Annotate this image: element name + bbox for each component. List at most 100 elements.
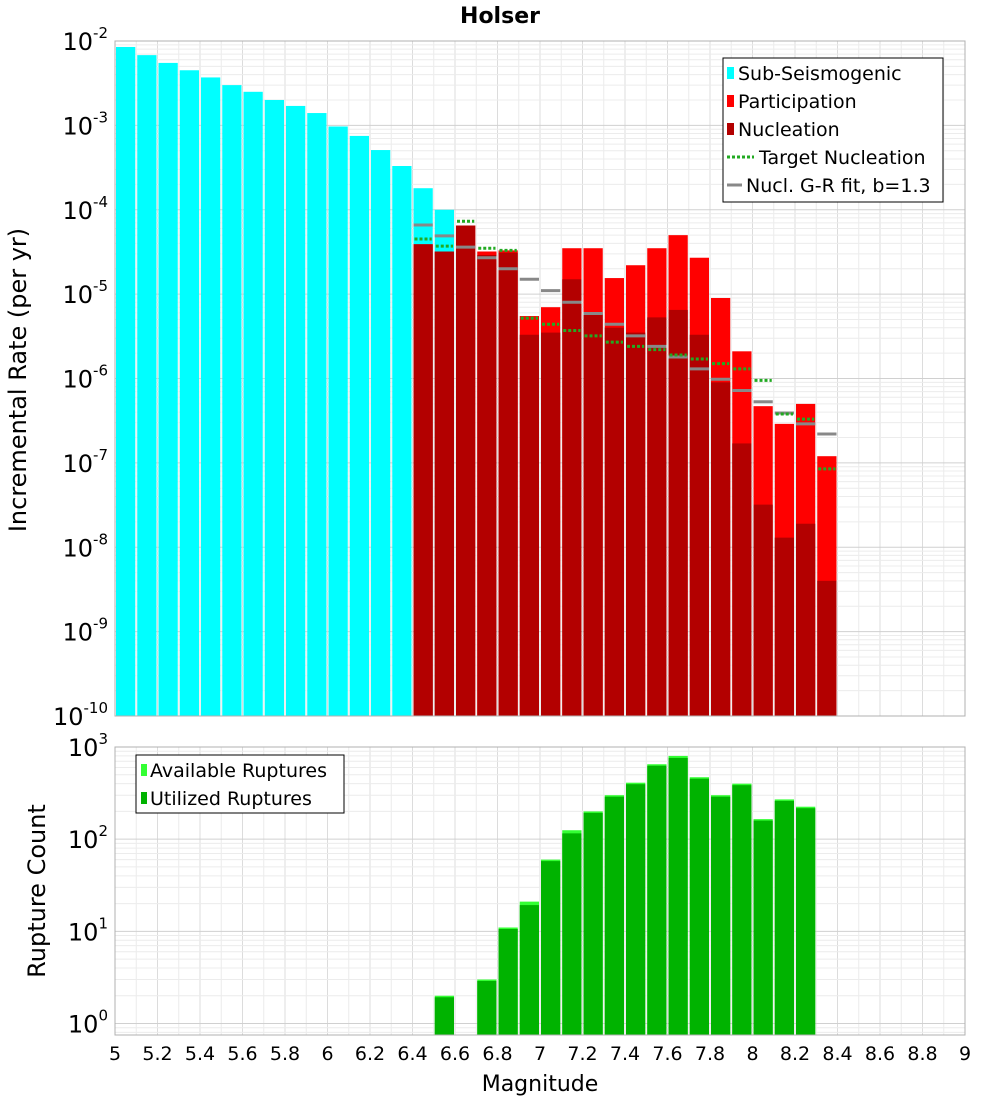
legend-swatch-nucleation [727, 123, 734, 135]
legend-swatch-available-ruptures [141, 764, 147, 776]
bar-utilized-ruptures [562, 833, 582, 1035]
legend-label-gr-fit: Nucl. G-R fit, b=1.3 [746, 175, 931, 197]
bar-nucleation [626, 332, 646, 716]
bar-utilized-ruptures [689, 778, 709, 1035]
x-axis-label: Magnitude [482, 1072, 599, 1097]
legend-label-nucleation: Nucleation [738, 119, 840, 141]
bottom-plot-frame [114, 746, 966, 1036]
x-tick-label: 7.8 [695, 1043, 725, 1065]
legend-label-participation: Participation [738, 91, 857, 113]
x-tick-label: 5.8 [270, 1043, 300, 1065]
bar-sub-seismogenic [264, 99, 284, 717]
y-tick-label: 10-10 [53, 699, 108, 731]
bar-sub-seismogenic [371, 150, 391, 716]
bar-sub-seismogenic [179, 70, 199, 716]
legend-label-sub-seismogenic: Sub-Seismogenic [738, 63, 902, 85]
x-tick-label: 6.4 [397, 1043, 427, 1065]
bar-utilized-ruptures [647, 765, 667, 1035]
bar-sub-seismogenic [137, 55, 157, 716]
x-tick-label: 8.8 [907, 1043, 937, 1065]
bar-nucleation [456, 225, 476, 716]
y-tick-label: 100 [68, 1006, 108, 1038]
top-legend: Sub-Seismogenic Participation Nucleation… [722, 57, 944, 203]
bar-utilized-ruptures [604, 796, 624, 1035]
bar-nucleation [541, 332, 561, 716]
bar-utilized-ruptures [711, 796, 731, 1035]
bar-sub-seismogenic [349, 135, 369, 717]
x-tick-labels: 5 5.2 5.4 5.6 5.8 6 6.2 6.4 6.6 6.8 7 7.2 7.4 7.6 7.8 8… [109, 1043, 971, 1065]
legend-label-utilized-ruptures: Utilized Ruptures [150, 788, 312, 810]
bar-utilized-ruptures [541, 861, 561, 1035]
y-tick-label: 103 [68, 730, 108, 762]
bar-utilized-ruptures [774, 800, 794, 1035]
bar-nucleation [604, 327, 624, 716]
bar-utilized-ruptures [434, 997, 454, 1035]
top-plot-frame [114, 40, 966, 717]
x-tick-label: 7.4 [610, 1043, 640, 1065]
top-y-tick-labels: 10-10 10-9 10-8 10-7 10-6 10-5 10-4 10-3 10-2 [53, 24, 108, 731]
bottom-bars [434, 755, 816, 1035]
bar-utilized-ruptures [796, 808, 816, 1035]
bar-sub-seismogenic [307, 113, 327, 716]
x-tick-label: 8.4 [822, 1043, 852, 1065]
legend-swatch-utilized-ruptures [141, 792, 147, 804]
x-tick-label: 7.6 [652, 1043, 682, 1065]
x-tick-label: 9 [959, 1043, 971, 1065]
x-tick-label: 7 [534, 1043, 546, 1065]
y-tick-label: 10-4 [62, 193, 108, 225]
bar-nucleation [689, 334, 709, 716]
y-tick-label: 10-5 [62, 277, 108, 309]
bar-nucleation [796, 523, 816, 716]
bar-utilized-ruptures [626, 784, 646, 1035]
bar-nucleation [711, 382, 731, 716]
top-lines [413, 219, 837, 471]
bottom-legend: Available Ruptures Utilized Ruptures [135, 754, 345, 814]
chart-title: Holser [460, 4, 540, 29]
bar-nucleation [668, 309, 688, 716]
bar-utilized-ruptures [519, 905, 539, 1035]
y-tick-label: 10-2 [62, 24, 108, 56]
legend-label-available-ruptures: Available Ruptures [150, 760, 327, 782]
bar-sub-seismogenic [328, 126, 348, 716]
bar-sub-seismogenic [158, 62, 178, 716]
y-tick-label: 10-6 [62, 362, 108, 394]
legend-swatch-sub-seismogenic [727, 67, 734, 79]
x-tick-label: 6.2 [355, 1043, 385, 1065]
y-tick-label: 10-9 [62, 615, 108, 647]
y-tick-label: 10-7 [62, 446, 108, 478]
x-tick-label: 6 [321, 1043, 333, 1065]
y-tick-label: 102 [68, 822, 108, 854]
x-tick-label: 5.2 [142, 1043, 172, 1065]
y-tick-label: 101 [68, 914, 108, 946]
x-tick-label: 6.8 [482, 1043, 512, 1065]
bar-sub-seismogenic [243, 91, 263, 716]
x-tick-label: 5.4 [185, 1043, 215, 1065]
bottom-y-tick-labels: 100 101 102 103 [68, 730, 108, 1038]
top-y-axis-label: Incremental Rate (per yr) [4, 228, 32, 532]
bar-nucleation [519, 334, 539, 716]
bar-utilized-ruptures [477, 981, 497, 1035]
bar-nucleation [732, 443, 752, 716]
x-tick-label: 5 [109, 1043, 121, 1065]
bar-sub-seismogenic [286, 105, 306, 717]
bar-nucleation [774, 537, 794, 716]
bar-sub-seismogenic [201, 77, 221, 716]
bar-nucleation [477, 255, 497, 716]
bar-nucleation [413, 244, 433, 717]
legend-label-target-nucleation: Target Nucleation [758, 147, 926, 169]
bar-nucleation [434, 251, 454, 716]
x-tick-label: 8.2 [780, 1043, 810, 1065]
bar-nucleation [817, 580, 837, 716]
x-tick-label: 5.6 [227, 1043, 257, 1065]
bar-nucleation [562, 279, 582, 716]
y-tick-label: 10-3 [62, 108, 108, 140]
bar-utilized-ruptures [753, 820, 773, 1035]
legend-swatch-participation [727, 95, 734, 107]
bar-nucleation [647, 317, 667, 716]
x-tick-label: 7.2 [567, 1043, 597, 1065]
top-bars [116, 46, 837, 717]
x-tick-label: 6.6 [440, 1043, 470, 1065]
x-tick-label: 8.6 [865, 1043, 895, 1065]
bar-utilized-ruptures [498, 929, 518, 1035]
